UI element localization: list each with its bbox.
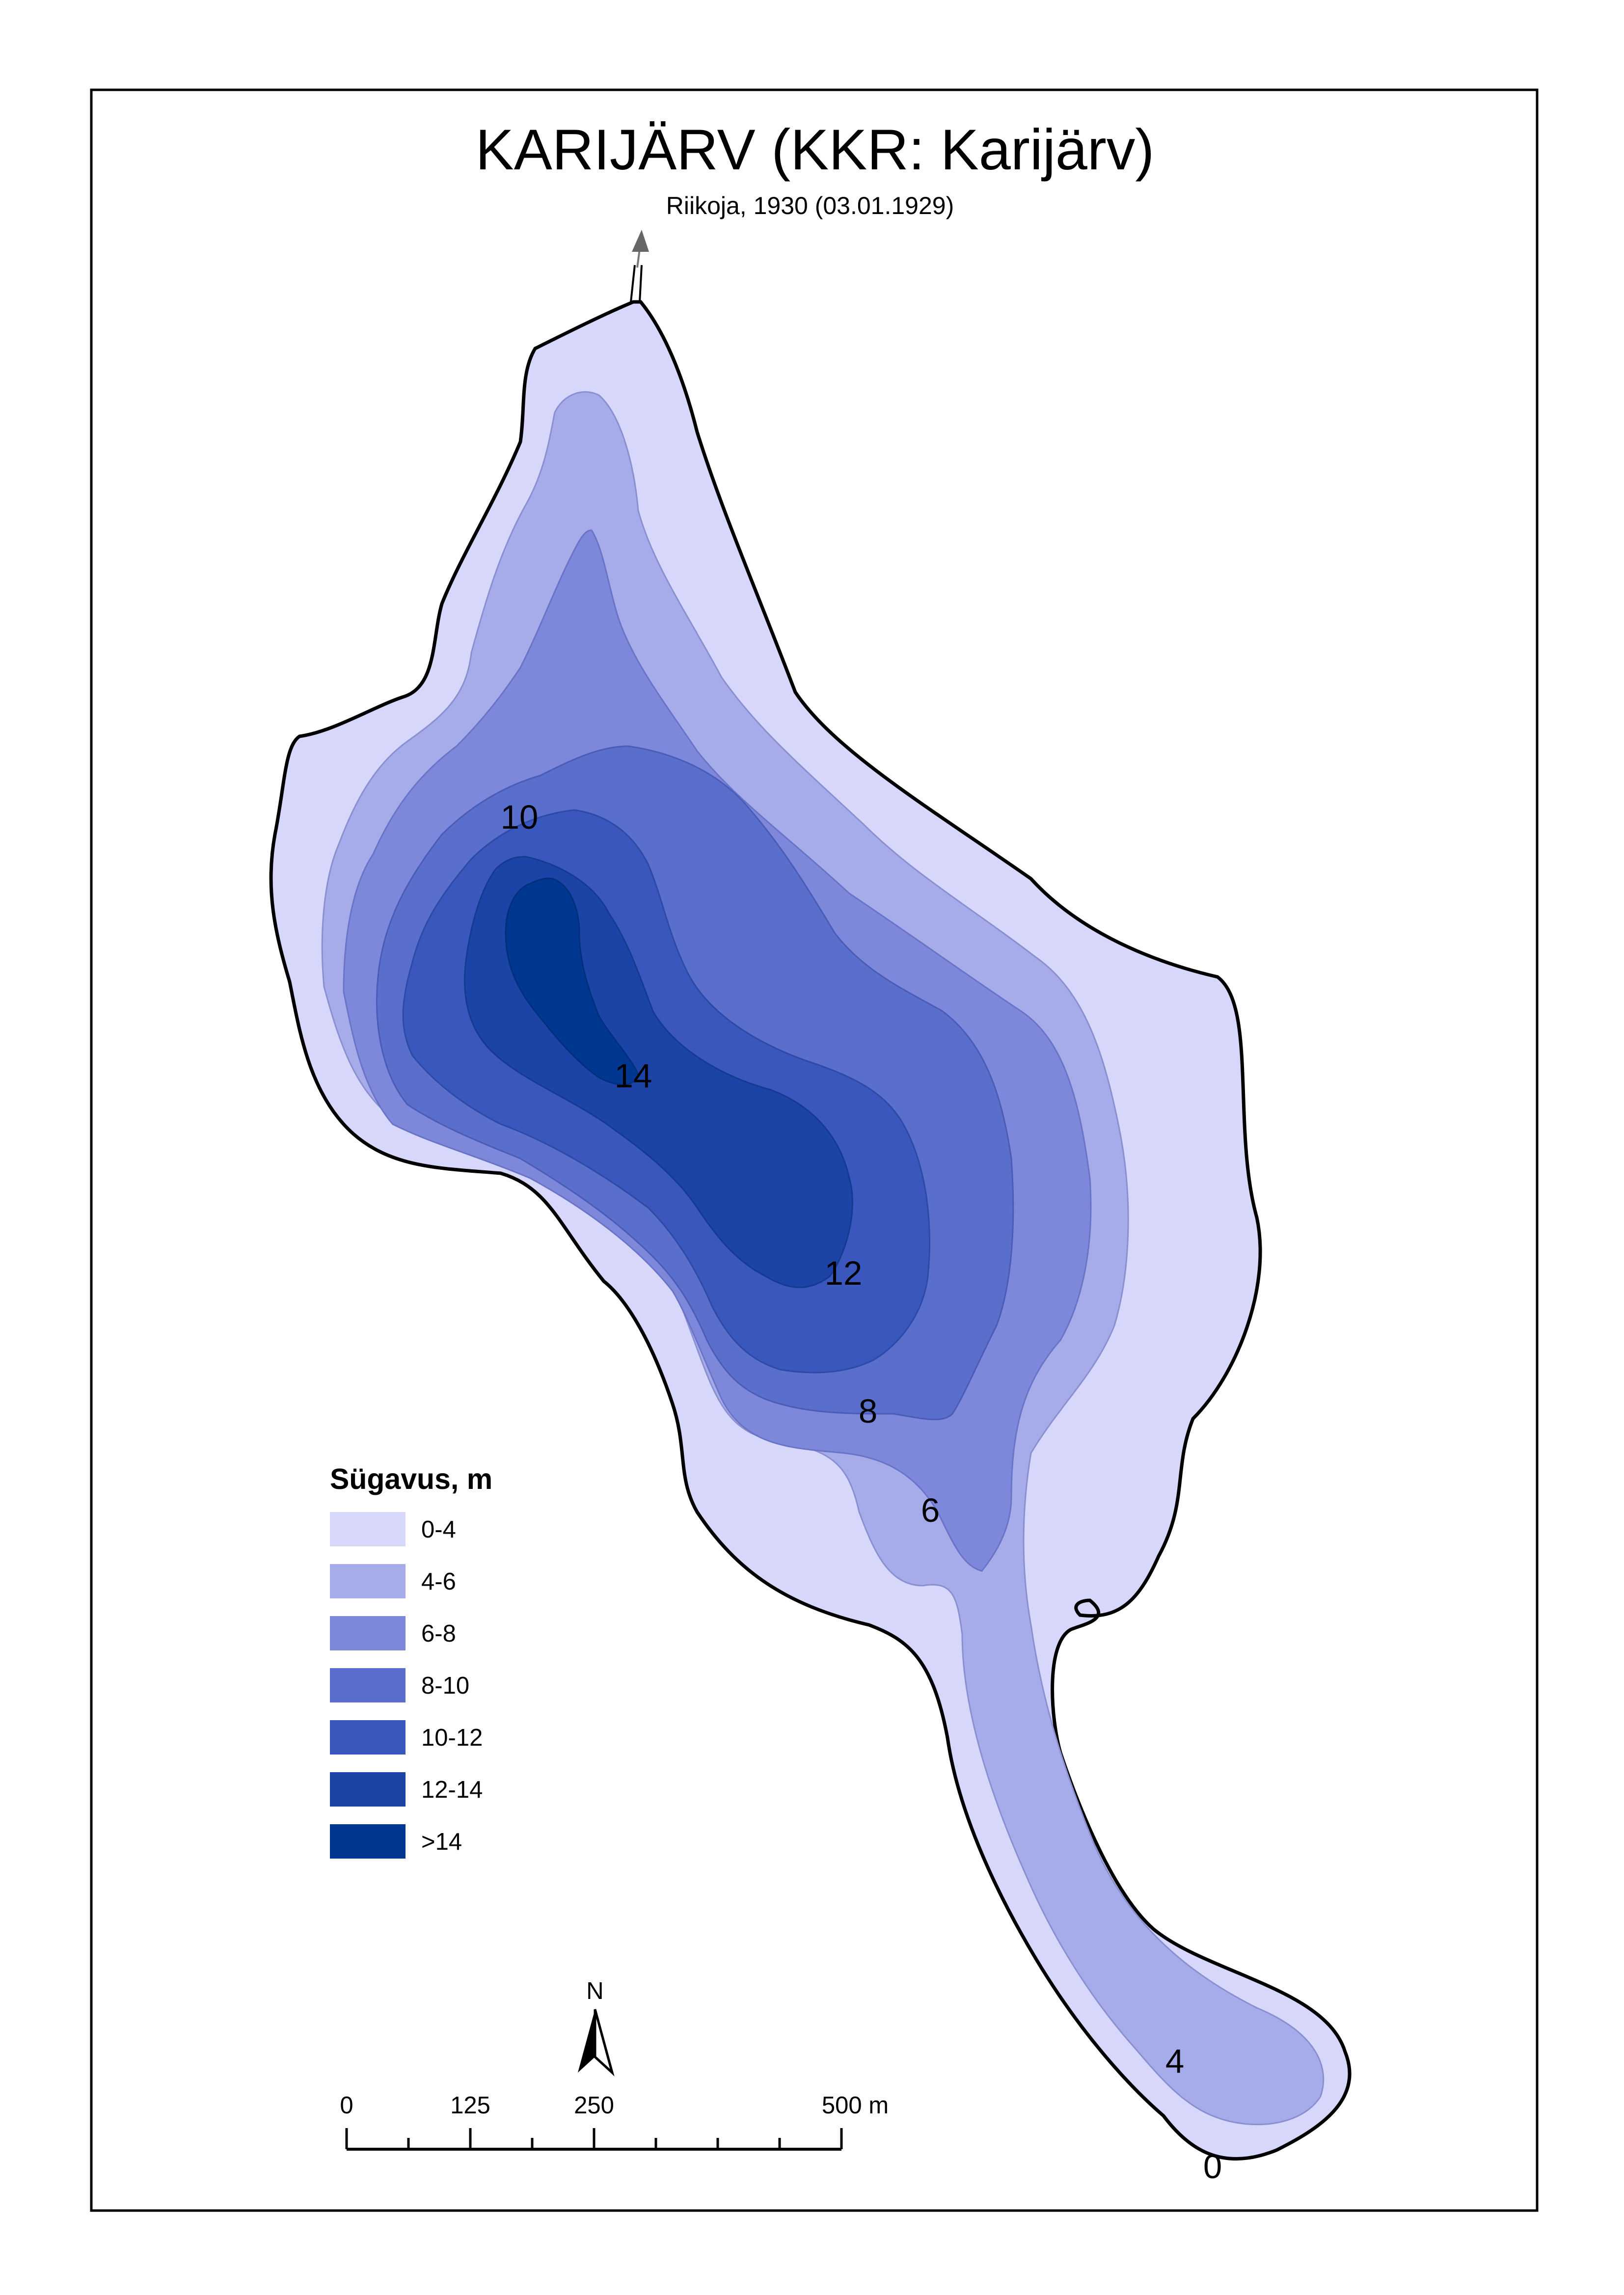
legend-swatch — [330, 1824, 406, 1859]
legend-label: 0-4 — [421, 1516, 456, 1543]
outflow-arrow-icon — [632, 230, 649, 252]
contour-label-4: 4 — [1165, 2042, 1184, 2080]
north-arrow-icon — [578, 2009, 615, 2077]
legend-label: 6-8 — [421, 1620, 456, 1647]
legend-label: 8-10 — [421, 1673, 469, 1699]
contour-label-10: 10 — [501, 798, 539, 836]
depth-zones — [269, 300, 1352, 2161]
legend-label: 10-12 — [421, 1725, 483, 1751]
legend-swatch — [330, 1772, 406, 1807]
scale-label-250: 250 — [574, 2092, 614, 2119]
legend-label: 12-14 — [421, 1777, 483, 1803]
scale-label-125: 125 — [450, 2092, 490, 2119]
legend: Sügavus, m 0-4 4-6 6-8 8-10 10-12 12-14 >14 — [330, 1463, 492, 1859]
legend-swatch — [330, 1564, 406, 1598]
contour-label-8: 8 — [859, 1392, 877, 1430]
north-label: N — [586, 1978, 603, 2004]
legend-swatch — [330, 1668, 406, 1702]
legend-label: >14 — [421, 1829, 462, 1855]
contour-label-12: 12 — [825, 1254, 863, 1292]
scale-bar: 0 125 250 500 m — [340, 2092, 889, 2151]
legend-swatch — [330, 1720, 406, 1755]
legend-label: 4-6 — [421, 1568, 456, 1595]
scale-ticks — [345, 2128, 843, 2149]
contour-labels: 10 14 12 8 6 4 0 — [501, 798, 1222, 2186]
north-arrow: N — [578, 1978, 615, 2077]
contour-label-0: 0 — [1203, 2148, 1222, 2186]
scale-label-0: 0 — [340, 2092, 353, 2119]
outflow-stream — [630, 230, 649, 302]
contour-label-14: 14 — [615, 1057, 652, 1095]
legend-swatch — [330, 1616, 406, 1650]
legend-title: Sügavus, m — [330, 1463, 492, 1495]
contour-label-6: 6 — [921, 1491, 940, 1529]
map-subtitle: Riikoja, 1930 (03.01.1929) — [666, 192, 954, 219]
legend-swatch — [330, 1512, 406, 1546]
scale-label-500: 500 m — [822, 2092, 889, 2119]
depth-zone-over-14 — [505, 877, 639, 1085]
legend-items: 0-4 4-6 6-8 8-10 10-12 12-14 >14 — [330, 1512, 483, 1859]
map-title: KARIJÄRV (KKR: Karijärv) — [476, 117, 1155, 182]
